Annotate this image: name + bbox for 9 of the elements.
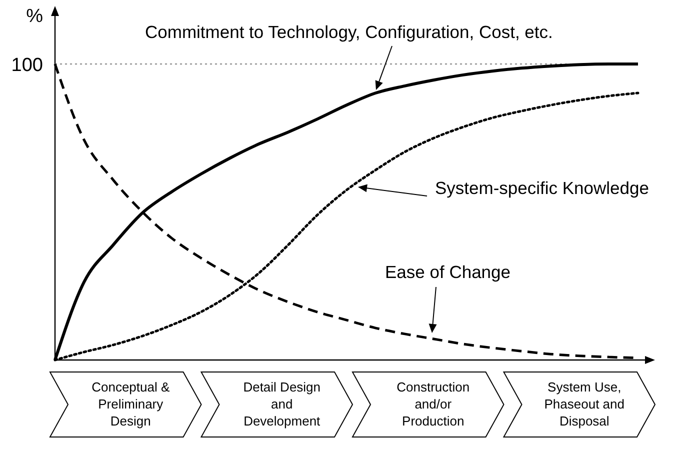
text: Conceptual & Preliminary Design xyxy=(92,380,170,428)
legend-label: System-specific Knowledge xyxy=(435,178,649,198)
y-axis-title: % xyxy=(26,6,44,27)
text: Ease of Change xyxy=(385,262,511,282)
text: System Use, Phaseout and Disposal xyxy=(544,380,624,428)
text: Construction and/or Production xyxy=(396,380,470,428)
ref-line-label: 100 xyxy=(11,55,43,76)
series-label: Commitment to Technology, Configuration, Cost, etc. xyxy=(145,22,553,42)
text: Detail Design and Development xyxy=(243,380,321,428)
